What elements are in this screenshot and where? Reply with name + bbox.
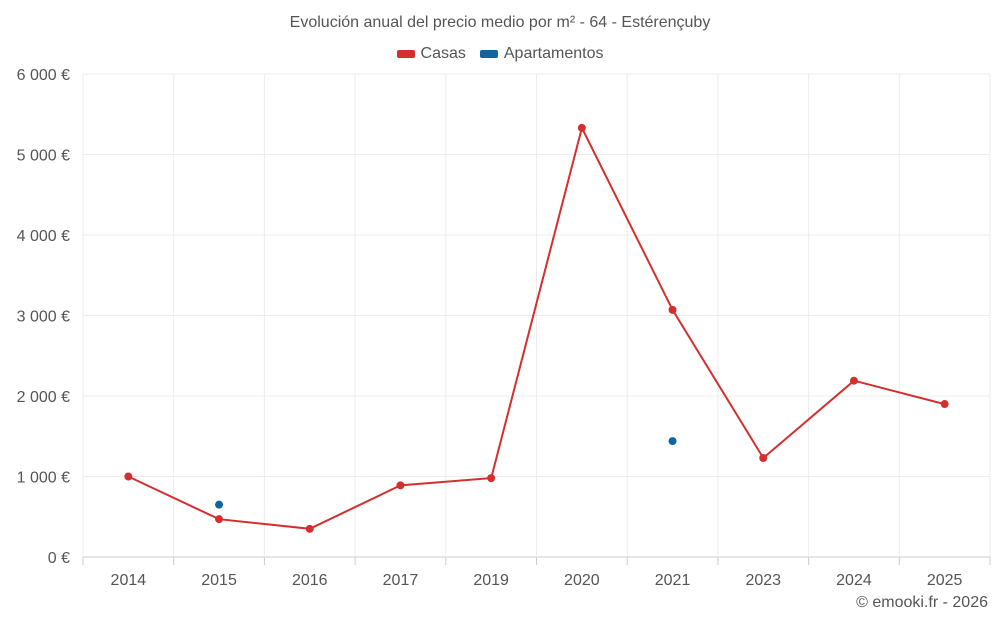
legend-item-casas[interactable]: Casas — [396, 45, 466, 63]
y-tick-label: 6 000 € — [17, 67, 70, 84]
credit-text: © emooki.fr - 2026 — [856, 594, 988, 611]
legend-label-casas: Casas — [420, 45, 466, 62]
series-line-casas — [127, 125, 945, 530]
y-tick-label: 3 000 € — [17, 309, 70, 326]
y-tick-label: 2 000 € — [17, 389, 70, 406]
data-point-casas — [577, 123, 586, 132]
y-tick-label: 1 000 € — [17, 470, 70, 487]
x-tick-label: 2017 — [383, 572, 419, 589]
y-tick-label: 0 € — [48, 550, 70, 567]
x-tick-label: 2024 — [836, 572, 872, 589]
x-tick-label: 2023 — [745, 572, 781, 589]
x-tick-label: 2014 — [111, 572, 147, 589]
data-point-casas — [396, 481, 405, 490]
x-tick-label: 2016 — [292, 572, 328, 589]
legend-item-apartamentos[interactable]: Apartamentos — [479, 45, 604, 63]
chart-title: Evolución anual del precio medio por m² … — [289, 14, 711, 31]
legend-swatch-casas — [396, 50, 415, 58]
y-tick-label: 4 000 € — [17, 228, 70, 245]
data-point-casas — [124, 472, 133, 481]
data-point-casas — [487, 474, 496, 483]
x-tick-label: 2015 — [201, 572, 237, 589]
data-point-apartamentos — [668, 437, 677, 446]
y-tick-label: 5 000 € — [17, 148, 70, 165]
data-point-casas — [215, 515, 224, 524]
data-point-casas — [849, 376, 858, 385]
data-point-apartamentos — [215, 500, 224, 509]
chart-legend: Casas Apartamentos — [0, 45, 1000, 63]
data-point-casas — [759, 453, 768, 462]
x-tick-label: 2021 — [655, 572, 691, 589]
data-point-casas — [305, 524, 314, 533]
x-tick-label: 2019 — [473, 572, 509, 589]
x-tick-label: 2020 — [564, 572, 600, 589]
legend-label-apartamentos: Apartamentos — [503, 45, 604, 62]
data-point-casas — [940, 400, 949, 409]
data-point-casas — [668, 305, 677, 314]
legend-swatch-apartamentos — [479, 50, 498, 58]
x-tick-label: 2025 — [927, 572, 963, 589]
